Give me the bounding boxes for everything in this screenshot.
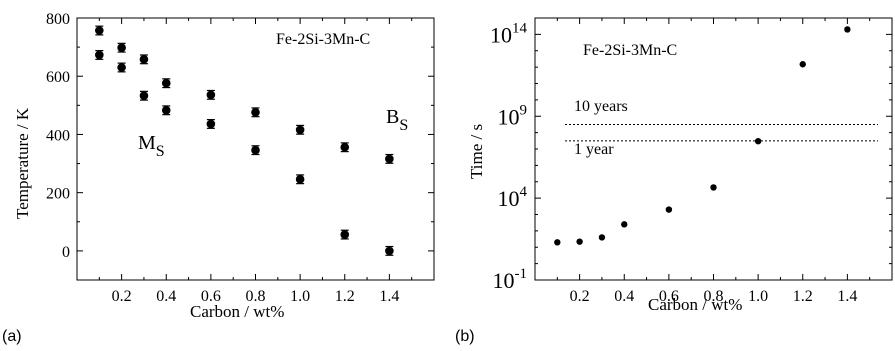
- bs-data-point: [95, 26, 104, 35]
- panel-b-y-axis-title: Time / s: [467, 124, 486, 179]
- time-data-point: [799, 61, 806, 68]
- bs-series-label: BS: [386, 106, 408, 134]
- panel-b-x-axis-title: Carbon / wt%: [648, 295, 742, 314]
- bs-data-point: [161, 78, 171, 88]
- ms-data-point: [161, 105, 171, 115]
- panel-b-y-tick-exponent: 4: [520, 184, 528, 200]
- panel-b-y-tick-base: 10: [493, 268, 515, 293]
- panel-a-x-tick-label: 0.2: [112, 288, 132, 305]
- panel-a-x-tick-label: 1.2: [335, 288, 355, 305]
- bs-data-point: [385, 154, 394, 164]
- panel-b-x-tick-label: 0.2: [570, 288, 590, 305]
- panel-a-x-tick-label: 1.0: [290, 288, 310, 305]
- panel-a-y-axis-title: Temperature / K: [13, 107, 32, 219]
- panel-b-label: (b): [455, 328, 475, 345]
- ms-series-label-subscript: S: [156, 143, 165, 160]
- panel-a-ticks: [77, 17, 434, 281]
- panel-a-temperature-chart: 0.2 0.4 0.6 0.8 1.0 1.2 1.4 0 200 400 600 800 Fe-2…: [2, 11, 435, 345]
- panel-a-y-tick-labels: 0 200 400 600 800: [46, 11, 70, 261]
- panel-a-y-tick-label: 0: [62, 244, 70, 261]
- ms-series-label-main: M: [138, 132, 156, 154]
- time-data-point: [554, 239, 561, 246]
- panel-b-y-tick-exponent: 14: [512, 20, 528, 36]
- panel-a-alloy-annotation: Fe-2Si-3Mn-C: [276, 31, 370, 48]
- panel-b-x-tick-label: 0.8: [704, 288, 724, 305]
- panel-b-x-tick-label: 0.4: [614, 288, 634, 305]
- panel-b-alloy-annotation: Fe-2Si-3Mn-C: [583, 42, 677, 59]
- panel-a-y-tick-label: 400: [46, 127, 70, 144]
- panel-b-y-tick-label: 10-1: [493, 266, 528, 293]
- panel-a-y-tick-label: 600: [46, 69, 70, 86]
- panel-b-reference-lines: [565, 123, 878, 142]
- time-data-point: [576, 238, 583, 245]
- bs-data-point: [251, 108, 260, 117]
- panel-b-ticks: [535, 17, 892, 281]
- panel-b-x-tick-label: 1.0: [748, 288, 768, 305]
- panel-b-x-tick-label: 0.6: [659, 288, 679, 305]
- panel-a-label: (a): [2, 328, 22, 345]
- panel-a-x-axis-title: Carbon / wt%: [190, 302, 284, 321]
- ms-data-point: [95, 50, 104, 60]
- time-data-point: [844, 26, 851, 33]
- panel-a-x-tick-label: 0.4: [156, 288, 176, 305]
- bs-data-point: [117, 43, 126, 52]
- bs-data-point: [340, 142, 350, 152]
- bs-data-point: [139, 55, 149, 64]
- ms-data-point: [295, 174, 305, 184]
- panel-a-y-tick-label: 200: [46, 186, 70, 203]
- bs-series-label-subscript: S: [399, 117, 408, 134]
- ms-data-point: [385, 246, 394, 256]
- ms-data-point: [251, 145, 260, 155]
- panel-b-x-tick-label: 1.4: [837, 288, 857, 305]
- panel-a-x-tick-label: 0.8: [246, 288, 266, 305]
- ref-line-label-1-year: 1 year: [574, 141, 614, 158]
- panel-b-data-marks: [554, 26, 851, 246]
- ref-line-label-10-years: 10 years: [574, 98, 628, 115]
- panel-b-y-tick-exponent: -1: [515, 266, 528, 282]
- bs-series-label-main: B: [386, 106, 399, 128]
- panel-a-data-marks: [95, 25, 394, 256]
- panel-b-x-tick-labels: 0.2 0.4 0.6 0.8 1.0 1.2 1.4: [570, 288, 858, 305]
- panel-b-y-tick-exponent: 9: [520, 102, 528, 118]
- time-data-point: [665, 206, 673, 213]
- ms-data-point: [340, 230, 350, 239]
- panel-b-y-tick-label: 104: [498, 184, 528, 211]
- panel-a-x-tick-label: 0.6: [201, 288, 221, 305]
- panel-b-y-tick-base: 10: [498, 186, 520, 211]
- panel-a-x-tick-labels: 0.2 0.4 0.6 0.8 1.0 1.2 1.4: [112, 288, 400, 305]
- ms-data-point: [139, 91, 149, 101]
- panel-b-y-tick-label: 109: [498, 102, 528, 129]
- panel-b-y-tick-label: 1014: [490, 20, 528, 47]
- panel-b-y-tick-base: 10: [490, 22, 512, 47]
- time-data-point: [710, 184, 717, 191]
- ms-data-point: [206, 119, 216, 129]
- time-data-point: [598, 234, 606, 241]
- bs-data-point: [295, 125, 305, 135]
- time-data-point: [754, 137, 762, 145]
- panel-a-y-tick-label: 800: [46, 11, 70, 28]
- panel-a-x-tick-label: 1.4: [379, 288, 399, 305]
- panel-b-x-tick-label: 1.2: [793, 288, 813, 305]
- time-data-point: [621, 221, 628, 228]
- panel-b-y-tick-base: 10: [498, 104, 520, 129]
- ms-series-label: MS: [138, 132, 165, 160]
- ms-data-point: [117, 63, 126, 72]
- bs-data-point: [206, 90, 216, 100]
